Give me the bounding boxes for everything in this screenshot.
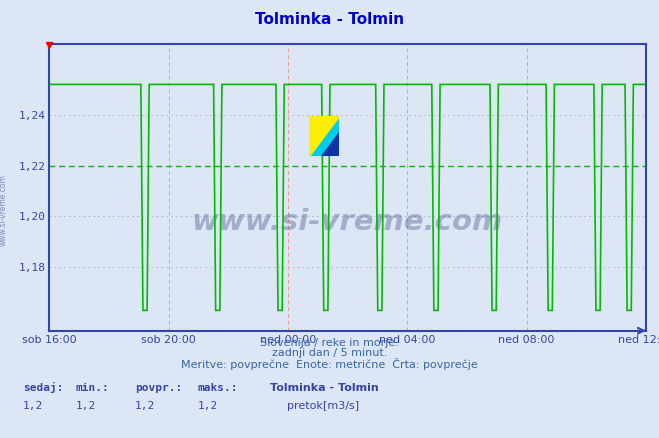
Text: sedaj:: sedaj: [23,382,63,393]
Text: 1,2: 1,2 [135,402,156,411]
Text: Tolminka - Tolmin: Tolminka - Tolmin [270,383,379,392]
Polygon shape [309,116,339,155]
Text: 1,2: 1,2 [198,402,218,411]
Text: www.si-vreme.com: www.si-vreme.com [0,174,8,246]
Text: Tolminka - Tolmin: Tolminka - Tolmin [255,12,404,27]
Text: min.:: min.: [76,383,109,392]
Text: 1,2: 1,2 [76,402,96,411]
Text: Meritve: povprečne  Enote: metrične  Črta: povprečje: Meritve: povprečne Enote: metrične Črta:… [181,358,478,371]
Text: 1,2: 1,2 [23,402,43,411]
Polygon shape [309,116,339,155]
Text: www.si-vreme.com: www.si-vreme.com [192,208,503,236]
Text: pretok[m3/s]: pretok[m3/s] [287,402,358,411]
Polygon shape [321,131,339,155]
Text: povpr.:: povpr.: [135,383,183,392]
Text: maks.:: maks.: [198,383,238,392]
Text: zadnji dan / 5 minut.: zadnji dan / 5 minut. [272,349,387,358]
Text: Slovenija / reke in morje.: Slovenija / reke in morje. [260,338,399,347]
